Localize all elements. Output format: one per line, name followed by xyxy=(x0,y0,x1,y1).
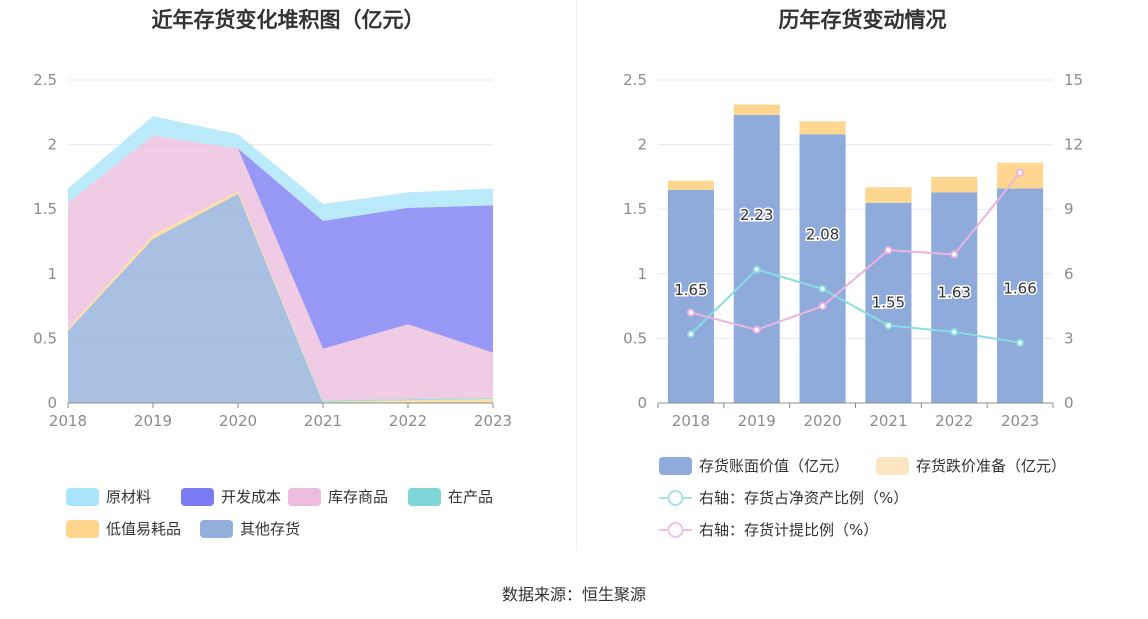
left-x-tick-label: 2018 xyxy=(49,412,87,430)
right-legend-swatch xyxy=(876,457,909,475)
bar-存货账面价值（亿元） xyxy=(931,192,978,403)
right-x-tick-label: 2023 xyxy=(1001,412,1039,430)
area-series-开发成本 xyxy=(68,135,493,353)
right-y2-tick-label: 3 xyxy=(1064,329,1074,347)
point-右轴：存货占净资产比例（%） xyxy=(752,265,761,274)
bar-data-label: 1.63 xyxy=(938,283,971,301)
right-y2-tick-label: 12 xyxy=(1064,136,1083,154)
bar-data-label: 1.66 xyxy=(1003,280,1036,298)
right-left-y-tick-label: 2.5 xyxy=(623,71,647,89)
right-left-y-tick-label: 1.5 xyxy=(623,200,647,218)
area-series-其他存货 xyxy=(68,193,493,403)
right-legend-label: 存货账面价值（亿元） xyxy=(699,457,849,475)
point-右轴：存货计提比例（%） xyxy=(686,308,695,317)
bar-存货账面价值（亿元） xyxy=(733,114,780,403)
point-右轴：存货占净资产比例（%） xyxy=(1016,338,1025,347)
left-legend-label: 原材料 xyxy=(106,488,151,506)
area-series-库存商品 xyxy=(68,135,493,401)
bar-data-label: 1.55 xyxy=(872,294,905,312)
left-legend-label: 开发成本 xyxy=(221,488,281,506)
left-legend-swatch xyxy=(408,488,441,506)
right-x-tick-label: 2018 xyxy=(672,412,710,430)
bar-存货账面价值（亿元） xyxy=(997,188,1044,403)
point-右轴：存货计提比例（%） xyxy=(884,246,893,255)
left-legend-swatch xyxy=(181,488,214,506)
point-右轴：存货计提比例（%） xyxy=(1016,168,1025,177)
left-x-tick-label: 2023 xyxy=(474,412,512,430)
left-chart-title: 近年存货变化堆积图（亿元） xyxy=(151,8,425,32)
right-chart-title: 历年存货变动情况 xyxy=(778,8,947,32)
left-legend-swatch xyxy=(200,520,233,538)
point-右轴：存货占净资产比例（%） xyxy=(686,330,695,339)
right-left-y-tick-label: 2 xyxy=(637,136,647,154)
data-source-note: 数据来源：恒生聚源 xyxy=(501,585,646,604)
bar-存货账面价值（亿元） xyxy=(799,134,846,404)
right-legend-swatch xyxy=(659,457,692,475)
right-x-tick-label: 2020 xyxy=(803,412,841,430)
left-x-tick-label: 2020 xyxy=(219,412,257,430)
right-x-tick-label: 2021 xyxy=(869,412,907,430)
left-y-tick-label: 0.5 xyxy=(33,329,57,347)
point-右轴：存货占净资产比例（%） xyxy=(950,327,959,336)
left-legend-label: 其他存货 xyxy=(240,520,300,538)
left-y-tick-label: 1.5 xyxy=(33,200,57,218)
right-left-y-tick-label: 0 xyxy=(637,394,647,412)
area-series-低值易耗品 xyxy=(68,191,493,403)
point-右轴：存货占净资产比例（%） xyxy=(818,284,827,293)
line-右轴：存货占净资产比例（%） xyxy=(690,268,1021,344)
left-legend-label: 在产品 xyxy=(448,488,493,506)
left-x-tick-label: 2019 xyxy=(134,412,172,430)
bar-data-label: 1.65 xyxy=(674,281,707,299)
bar-存货账面价值（亿元） xyxy=(667,189,714,403)
right-left-y-tick-label: 1 xyxy=(637,265,647,283)
right-legend-label: 右轴：存货占净资产比例（%） xyxy=(699,489,908,507)
right-y2-tick-label: 6 xyxy=(1064,265,1074,283)
stacked-area-chart-panel: 近年存货变化堆积图（亿元） 0 0.5 1 1.5 2 2.5 2018 2019 2020 20… xyxy=(0,0,576,560)
bar-存货账面价值（亿元） xyxy=(865,202,912,403)
point-右轴：存货计提比例（%） xyxy=(950,250,959,259)
right-y2-tick-label: 0 xyxy=(1064,394,1074,412)
bar-line-chart-panel: 历年存货变动情况 0 0.5 1 1.5 2 2.5 0 3 6 9 12 15 2018 2019 202… xyxy=(577,0,1148,560)
stacked-area-chart: 0 0.5 1 1.5 2 2.5 2018 2019 2020 2021 2022 2023 原材料 开… xyxy=(33,71,512,538)
panel-divider xyxy=(576,0,577,550)
area-series-在产品 xyxy=(68,191,493,402)
left-legend-swatch xyxy=(288,488,321,506)
right-y2-tick-label: 9 xyxy=(1064,200,1074,218)
bar-data-label: 2.23 xyxy=(740,206,773,224)
point-右轴：存货计提比例（%） xyxy=(752,325,761,334)
right-x-tick-label: 2022 xyxy=(935,412,973,430)
bar-line-chart: 0 0.5 1 1.5 2 2.5 0 3 6 9 12 15 2018 2019 2020 2021 2022… xyxy=(623,71,1083,539)
bar-data-label: 2.08 xyxy=(806,225,839,243)
left-x-tick-label: 2021 xyxy=(304,412,342,430)
right-x-tick-label: 2019 xyxy=(738,412,776,430)
point-右轴：存货占净资产比例（%） xyxy=(884,321,893,330)
left-y-tick-label: 0 xyxy=(47,394,57,412)
right-legend-label: 存货跌价准备（亿元） xyxy=(916,457,1066,475)
left-y-tick-label: 2.5 xyxy=(33,71,57,89)
left-legend-swatch xyxy=(66,520,99,538)
point-右轴：存货计提比例（%） xyxy=(818,302,827,311)
bar-存货跌价准备（亿元） xyxy=(865,187,912,203)
right-legend-label: 右轴：存货计提比例（%） xyxy=(699,521,878,539)
left-y-tick-label: 1 xyxy=(47,265,57,283)
left-legend-label: 低值易耗品 xyxy=(106,520,181,538)
left-legend-label: 库存商品 xyxy=(328,488,388,506)
right-left-y-tick-label: 0.5 xyxy=(623,329,647,347)
left-legend-swatch xyxy=(66,488,99,506)
right-legend-marker xyxy=(667,490,684,506)
bar-存货跌价准备（亿元） xyxy=(733,104,780,115)
left-y-tick-label: 2 xyxy=(47,136,57,154)
bar-存货跌价准备（亿元） xyxy=(667,180,714,190)
right-legend-marker xyxy=(667,522,684,538)
left-x-tick-label: 2022 xyxy=(389,412,427,430)
line-右轴：存货计提比例（%） xyxy=(690,171,1021,331)
right-y2-tick-label: 15 xyxy=(1064,71,1083,89)
bar-存货跌价准备（亿元） xyxy=(799,121,846,135)
bar-存货跌价准备（亿元） xyxy=(931,176,978,193)
